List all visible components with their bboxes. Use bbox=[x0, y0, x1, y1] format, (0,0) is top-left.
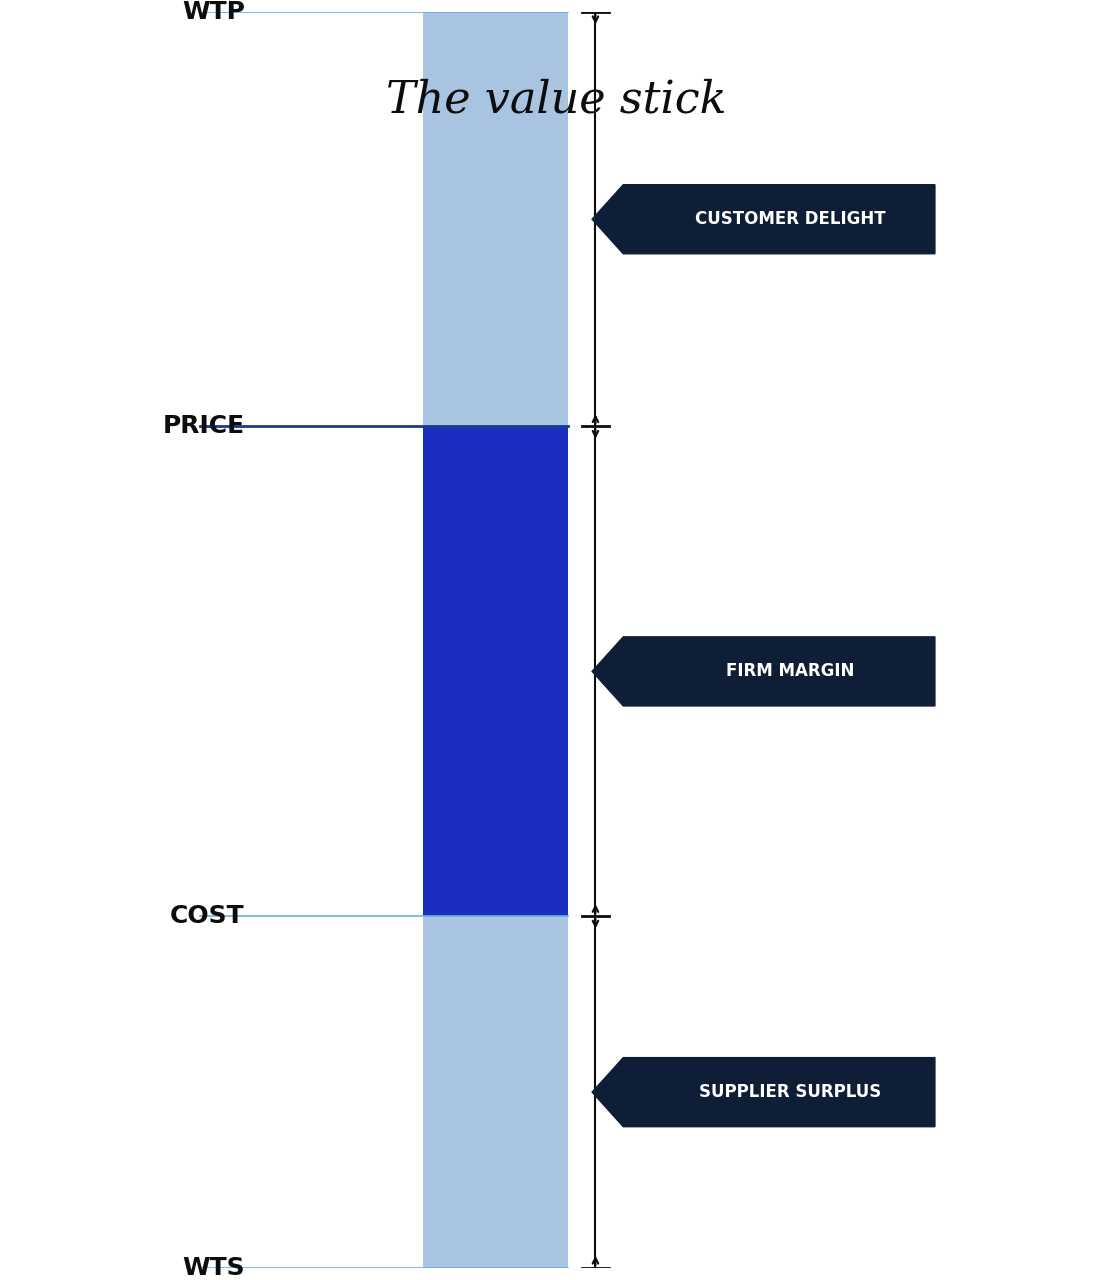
Text: The value stick: The value stick bbox=[386, 78, 727, 122]
Text: FIRM MARGIN: FIRM MARGIN bbox=[726, 663, 855, 681]
Text: COST: COST bbox=[170, 904, 245, 928]
FancyBboxPatch shape bbox=[423, 426, 568, 916]
Polygon shape bbox=[592, 1057, 935, 1126]
Text: SUPPLIER SURPLUS: SUPPLIER SURPLUS bbox=[699, 1083, 881, 1101]
Polygon shape bbox=[592, 184, 935, 253]
FancyBboxPatch shape bbox=[423, 12, 568, 426]
Text: PRICE: PRICE bbox=[162, 415, 245, 439]
Polygon shape bbox=[592, 637, 935, 707]
Text: WTP: WTP bbox=[183, 0, 245, 24]
Text: WTS: WTS bbox=[183, 1256, 245, 1280]
Text: CUSTOMER DELIGHT: CUSTOMER DELIGHT bbox=[695, 210, 886, 228]
FancyBboxPatch shape bbox=[423, 916, 568, 1268]
